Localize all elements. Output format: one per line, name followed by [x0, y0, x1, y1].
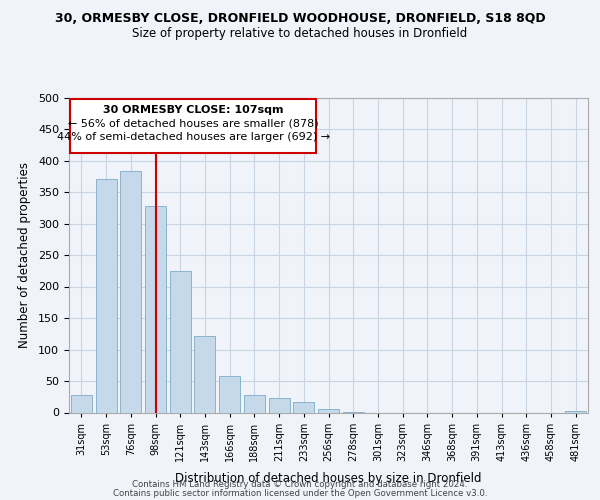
Y-axis label: Number of detached properties: Number of detached properties — [18, 162, 31, 348]
Bar — [95, 180, 116, 412]
Bar — [269, 398, 290, 412]
Bar — [71, 395, 92, 412]
Bar — [145, 206, 166, 412]
Bar — [565, 411, 586, 412]
Text: ← 56% of detached houses are smaller (878): ← 56% of detached houses are smaller (87… — [68, 118, 319, 128]
Bar — [219, 376, 240, 412]
Bar — [194, 336, 215, 412]
Text: Contains public sector information licensed under the Open Government Licence v3: Contains public sector information licen… — [113, 489, 487, 498]
Bar — [244, 395, 265, 412]
Bar — [120, 171, 141, 412]
Text: 30, ORMESBY CLOSE, DRONFIELD WOODHOUSE, DRONFIELD, S18 8QD: 30, ORMESBY CLOSE, DRONFIELD WOODHOUSE, … — [55, 12, 545, 26]
X-axis label: Distribution of detached houses by size in Dronfield: Distribution of detached houses by size … — [175, 472, 482, 485]
Bar — [170, 271, 191, 412]
Text: 44% of semi-detached houses are larger (692) →: 44% of semi-detached houses are larger (… — [56, 132, 330, 142]
Text: Size of property relative to detached houses in Dronfield: Size of property relative to detached ho… — [133, 28, 467, 40]
Bar — [293, 402, 314, 412]
Text: Contains HM Land Registry data © Crown copyright and database right 2024.: Contains HM Land Registry data © Crown c… — [132, 480, 468, 489]
Bar — [318, 408, 339, 412]
FancyBboxPatch shape — [70, 100, 316, 153]
Text: 30 ORMESBY CLOSE: 107sqm: 30 ORMESBY CLOSE: 107sqm — [103, 105, 283, 115]
